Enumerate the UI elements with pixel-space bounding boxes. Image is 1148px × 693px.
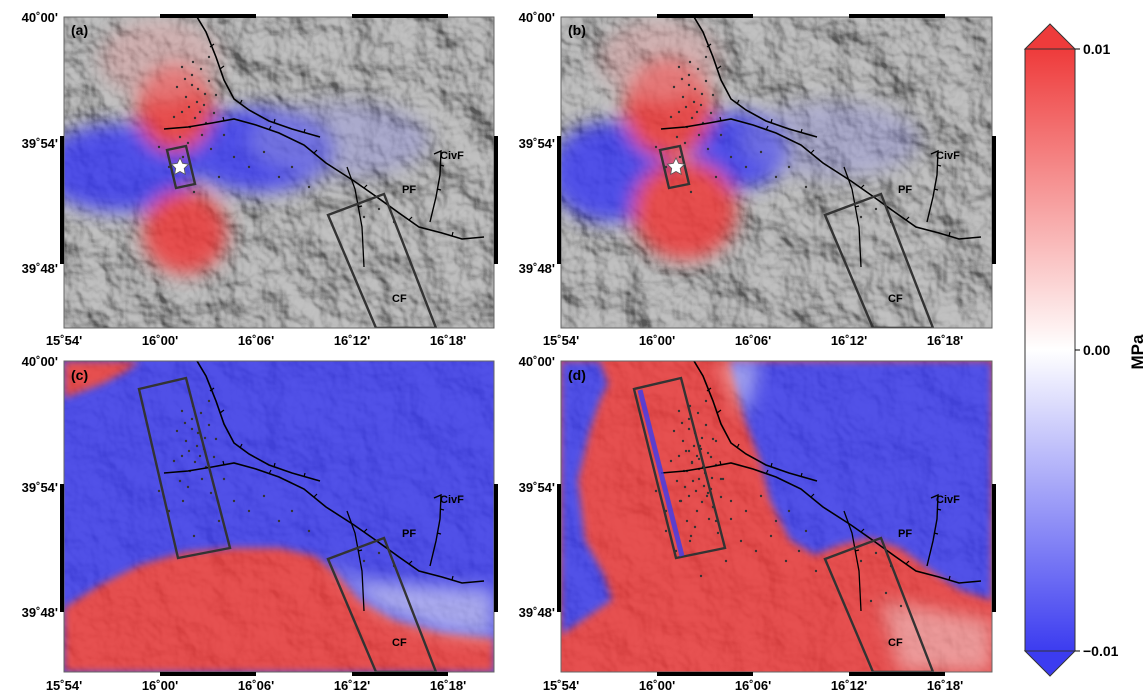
scale-frame-ticks	[60, 484, 498, 676]
lon-tick-label: 16˚12'	[334, 333, 370, 348]
lon-tick-label: 16˚18'	[927, 678, 963, 693]
lon-tick-label: 15˚54'	[46, 333, 82, 348]
lon-tick-label: 15˚54'	[543, 333, 579, 348]
panel-label: (d)	[568, 367, 586, 383]
lon-tick-label: 16˚00'	[142, 333, 178, 348]
source-box	[137, 376, 232, 560]
lon-tick-label: 16˚00'	[639, 678, 675, 693]
lon-tick-label: 16˚12'	[831, 678, 867, 693]
source-box	[165, 144, 197, 190]
fault-label-cf: CF	[888, 637, 903, 649]
lon-tick-label: 16˚18'	[430, 678, 466, 693]
lat-tick-label: 39˚54'	[519, 136, 555, 151]
fault-label-pf: PF	[402, 528, 416, 540]
lon-tick-label: 16˚00'	[142, 678, 178, 693]
lon-tick-label: 16˚12'	[831, 333, 867, 348]
panel-b: (b) CivF PF CF	[557, 14, 996, 329]
source-box	[658, 144, 691, 190]
epicenter-star-icon	[666, 157, 686, 176]
lon-tick-label: 16˚18'	[430, 333, 466, 348]
panel-label: (b)	[568, 22, 586, 38]
source-box	[632, 376, 727, 560]
lon-tick-label: 15˚54'	[543, 678, 579, 693]
stress-lobes	[64, 20, 430, 274]
panel-label: (a)	[71, 22, 88, 38]
lon-tick-label: 16˚06'	[238, 333, 274, 348]
lon-tick-label: 16˚06'	[735, 333, 771, 348]
stress-field	[561, 361, 992, 672]
fault-label-pf: PF	[898, 528, 912, 540]
latitude-tick-labels: 40˚00' 39˚54' 39˚48' 40˚00' 39˚54' 39˚48…	[22, 10, 555, 620]
lat-tick-label: 39˚54'	[22, 136, 58, 151]
panel-c: (c) CivF PF CF	[60, 360, 498, 676]
colorbar-max-triangle	[1023, 23, 1077, 50]
fault-label-pf: PF	[898, 184, 912, 196]
panel-label: (c)	[71, 367, 88, 383]
colorbar-mid-label: 0.00	[1083, 342, 1110, 358]
lat-tick-label: 40˚00'	[22, 10, 58, 25]
lat-tick-label: 39˚48'	[519, 605, 555, 620]
lon-tick-label: 16˚12'	[334, 678, 370, 693]
colorbar: 0.01 0.00 −0.01 MPa	[1023, 23, 1147, 677]
lat-tick-label: 40˚00'	[22, 354, 58, 369]
lat-tick-label: 40˚00'	[519, 10, 555, 25]
fault-label-civf: CivF	[936, 150, 960, 162]
lon-tick-label: 16˚00'	[639, 333, 675, 348]
fault-label-cf: CF	[392, 637, 407, 649]
lat-tick-label: 40˚00'	[519, 354, 555, 369]
fault-label-civf: CivF	[936, 494, 960, 506]
fault-label-cf: CF	[888, 293, 903, 305]
stress-lobes	[561, 20, 920, 260]
longitude-tick-labels: 15˚54' 16˚00' 16˚06' 16˚12' 16˚18' 15˚54…	[46, 333, 963, 693]
lon-tick-label: 15˚54'	[46, 678, 82, 693]
lat-tick-label: 39˚48'	[22, 261, 58, 276]
lon-tick-label: 16˚18'	[927, 333, 963, 348]
lat-tick-label: 39˚48'	[519, 261, 555, 276]
colorbar-max-label: 0.01	[1083, 41, 1110, 57]
lon-tick-label: 16˚06'	[238, 678, 274, 693]
lat-tick-label: 39˚54'	[22, 480, 58, 495]
fault-label-civf: CivF	[440, 494, 464, 506]
lon-tick-label: 16˚06'	[735, 678, 771, 693]
fault-label-pf: PF	[402, 184, 416, 196]
lat-tick-label: 39˚48'	[22, 605, 58, 620]
colorbar-unit-label: MPa	[1128, 334, 1147, 370]
scale-frame-ticks	[60, 14, 498, 264]
slip-strip	[637, 389, 685, 557]
panel-a: (a) CivF PF CF	[60, 14, 498, 329]
colorbar-min-label: −0.01	[1083, 643, 1119, 659]
stress-field	[64, 361, 494, 672]
colorbar-min-triangle	[1023, 650, 1077, 677]
panel-d: (d) CivF PF CF	[557, 360, 996, 676]
colorbar-gradient	[1024, 48, 1076, 652]
lat-tick-label: 39˚54'	[519, 480, 555, 495]
fault-label-cf: CF	[392, 293, 407, 305]
scale-frame-ticks	[557, 484, 996, 676]
scale-frame-ticks	[557, 14, 996, 264]
fault-label-civf: CivF	[440, 150, 464, 162]
epicenter-star-icon	[170, 157, 190, 176]
